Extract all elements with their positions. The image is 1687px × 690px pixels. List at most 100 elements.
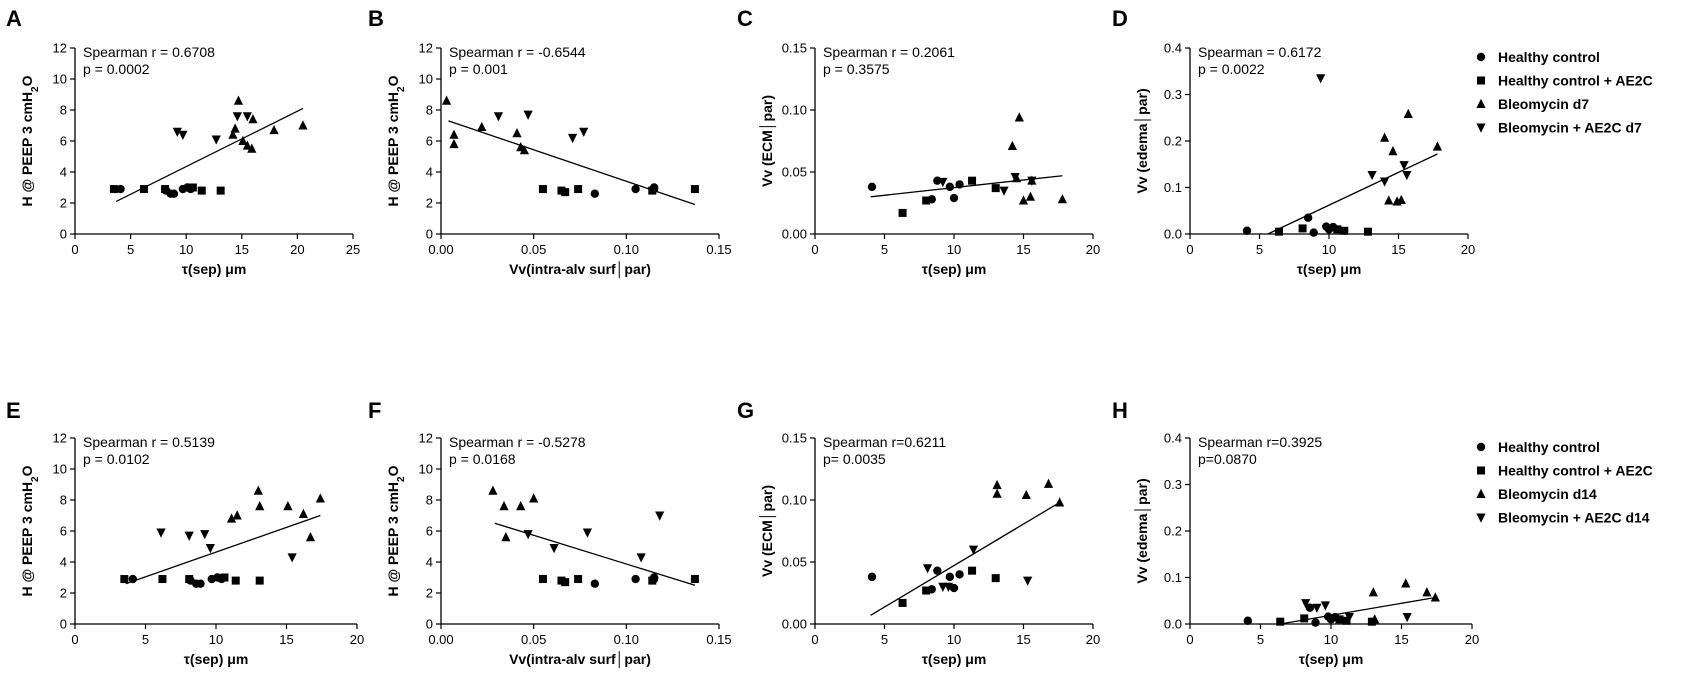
y-tick-label: 2	[426, 586, 433, 601]
data-point	[188, 183, 197, 192]
x-tick-label: 15	[1394, 632, 1408, 647]
data-point	[1057, 194, 1068, 204]
panel-b: B 0.00 0.05 0.10 0.15 0 2 4 6 8 10 12 Vv(intra-alv s…	[368, 6, 732, 279]
panel-c: C 0 5 10 15 20 0.00 0.05 0.10 0.15 τ(sep) μm Vv (EC…	[737, 6, 1100, 277]
data-point	[582, 528, 593, 538]
data-point	[1311, 618, 1320, 627]
data-point	[230, 123, 240, 133]
y-tick-label: 4	[60, 165, 67, 180]
series-triangle-up	[992, 478, 1065, 507]
data-point	[1055, 497, 1065, 507]
y-tick-label: 0.15	[782, 41, 807, 56]
data-point	[1309, 228, 1318, 237]
x-tick-label: 15	[235, 242, 249, 257]
series-square	[898, 566, 1000, 607]
p-value-text: p = 0.0002	[83, 61, 150, 77]
series-triangle-up	[1007, 112, 1068, 205]
series-square	[120, 573, 264, 585]
spearman-r-text: Spearman = 0.6172	[1198, 44, 1322, 60]
data-point	[1025, 191, 1036, 201]
data-point	[287, 553, 297, 563]
series-triangle-down	[1316, 74, 1412, 187]
data-point	[955, 180, 964, 189]
series-square	[898, 176, 1000, 217]
data-point	[283, 501, 293, 511]
y-tick-label: 0	[60, 617, 67, 632]
panel-e: E 0 5 10 15 20 0 2 4 6 8 10 12 τ(sep) μm H @ PEEP 3 cm…	[6, 398, 364, 667]
x-tick-label: 15	[279, 632, 293, 647]
y-axis-label: H @ PEEP 3 cmH2O	[19, 465, 41, 596]
data-point	[441, 95, 452, 105]
x-tick-label: 15	[1016, 632, 1030, 647]
data-point	[898, 598, 907, 607]
spearman-r-text: Spearman r = -0.5278	[449, 434, 586, 450]
series-triangle-up	[228, 95, 308, 153]
data-point	[690, 575, 699, 584]
spearman-r-text: Spearman r = 0.5139	[83, 434, 215, 450]
x-tick-label: 0	[1186, 242, 1193, 257]
data-point	[943, 582, 954, 592]
p-value-text: p = 0.3575	[823, 61, 890, 77]
legend-label: Healthy control	[1498, 439, 1600, 455]
panel-d: D 0 5 10 15 20 0.0 0.1 0.2 0.3 0.4 τ(sep) μm Vv (ede…	[1112, 6, 1475, 277]
data-point	[922, 564, 933, 574]
x-tick-label: 10	[947, 242, 961, 257]
data-point	[1021, 489, 1031, 500]
data-point	[690, 185, 699, 194]
regression-line	[870, 501, 1060, 616]
y-tick-label: 12	[53, 431, 67, 446]
y-tick-label: 2	[60, 586, 67, 601]
series-circle	[867, 176, 964, 204]
data-point	[549, 544, 559, 554]
data-point	[968, 566, 977, 575]
data-point	[231, 576, 240, 585]
data-point	[538, 575, 547, 584]
data-point	[1007, 140, 1017, 150]
spearman-r-text: Spearman r = 0.6708	[83, 44, 215, 60]
p-value-text: p = 0.0102	[83, 451, 150, 467]
data-point	[955, 570, 964, 579]
regression-line	[1267, 153, 1438, 235]
data-point	[1401, 578, 1411, 588]
data-point	[205, 544, 215, 554]
data-point	[255, 576, 264, 585]
data-point	[631, 574, 640, 584]
y-axis-label: H @ PEEP 3 cmH2O	[385, 465, 407, 596]
x-tick-label: 5	[881, 242, 888, 257]
data-point	[197, 186, 206, 195]
data-point	[1320, 601, 1330, 611]
y-tick-label: 0	[60, 227, 67, 242]
y-tick-label: 0.15	[782, 431, 807, 446]
data-point	[1023, 576, 1033, 586]
data-point	[139, 185, 148, 194]
legend-marker-circle	[1476, 52, 1486, 62]
y-tick-label: 0.1	[1164, 180, 1182, 195]
data-point	[1010, 172, 1020, 183]
data-point	[1298, 224, 1307, 233]
regression-line	[125, 514, 321, 585]
data-point	[898, 208, 907, 217]
y-tick-label: 0.10	[782, 493, 807, 508]
x-tick-label: 0	[1186, 632, 1193, 647]
data-point	[196, 579, 205, 588]
data-point	[255, 501, 265, 511]
data-point	[574, 575, 583, 584]
data-point	[1342, 616, 1351, 625]
data-point	[636, 553, 646, 563]
y-tick-label: 12	[53, 41, 67, 56]
panel-letter: A	[6, 6, 22, 31]
y-tick-label: 0.3	[1164, 87, 1182, 102]
series-circle	[1243, 603, 1340, 627]
series-circle	[128, 573, 226, 588]
y-axis-label: Vv (edema│par)	[1134, 88, 1152, 193]
panel-g: G 0 5 10 15 20 0.00 0.05 0.10 0.15 τ(sep) μm Vv (EC…	[737, 398, 1100, 667]
data-point	[949, 193, 959, 203]
x-tick-label: 15	[1016, 242, 1030, 257]
x-tick-label: 0	[811, 632, 818, 647]
data-point	[120, 575, 129, 584]
data-point	[867, 572, 877, 582]
x-tick-label: 0.00	[428, 632, 453, 647]
data-point	[512, 128, 522, 138]
series-circle	[590, 573, 659, 588]
